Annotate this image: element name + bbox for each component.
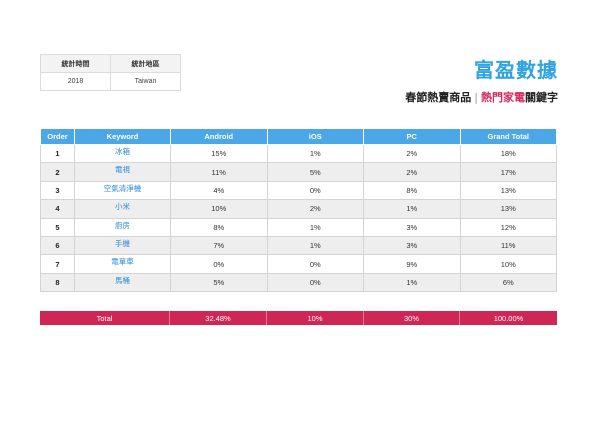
row-keyword: 電單車 [74,254,171,274]
table-row: 3 空氣清淨機 4% 0% 8% 13% [40,180,557,201]
row-ios: 1% [266,143,364,164]
table-row: 7 電單車 0% 0% 9% 10% [40,254,557,274]
row-total: 13% [459,180,557,201]
row-ios: 1% [266,235,364,256]
header-ios: iOS [266,128,364,145]
row-android: 0% [170,254,268,274]
row-ios: 0% [266,272,364,293]
header-grand-total: Grand Total [459,128,557,145]
row-keyword: 小米 [74,199,171,219]
row-android: 11% [170,162,268,182]
row-keyword: 廚房 [74,217,171,237]
row-pc: 1% [363,272,461,293]
period-label: 統計時間 [40,54,111,73]
table-row: 2 電視 11% 5% 2% 17% [40,162,557,182]
subtitle-separator: | [474,91,478,104]
row-order: 1 [40,143,75,164]
total-ios: 10% [267,311,364,325]
row-order: 8 [40,272,75,293]
subtitle-highlight: 熱門家電 [481,91,525,104]
row-android: 10% [170,199,268,219]
row-pc: 3% [363,235,461,256]
row-pc: 1% [363,199,461,219]
row-keyword: 手機 [74,235,171,256]
row-keyword: 電視 [74,162,171,182]
region-label: 統計地區 [110,54,181,73]
row-android: 4% [170,180,268,201]
header-order: Order [40,128,75,145]
row-keyword: 空氣清淨機 [74,180,171,201]
row-keyword: 馬桶 [74,272,171,293]
brand-title: 富盈數據 [474,58,558,82]
row-pc: 9% [363,254,461,274]
subtitle-suffix: 關鍵字 [525,91,558,104]
row-ios: 2% [266,199,364,219]
row-total: 18% [459,143,557,164]
table-row: 8 馬桶 5% 0% 1% 6% [40,272,557,293]
page-subtitle: 春節熱賣商品 | 熱門家電關鍵字 [405,89,558,105]
table-row: 6 手機 7% 1% 3% 11% [40,235,557,256]
row-ios: 1% [266,217,364,237]
row-total: 6% [459,272,557,293]
row-order: 3 [40,180,75,201]
region-value: Taiwan [110,72,181,91]
total-android: 32.48% [170,311,267,325]
totals-row: Total 32.48% 10% 30% 100.00% [40,311,557,325]
row-android: 5% [170,272,268,293]
total-label: Total [40,311,170,325]
row-pc: 8% [363,180,461,201]
header-pc: PC [363,128,461,145]
header-keyword: Keyword [74,128,171,145]
row-pc: 2% [363,162,461,182]
row-keyword: 冰箱 [74,143,171,164]
row-order: 6 [40,235,75,256]
row-ios: 0% [266,180,364,201]
table-row: 5 廚房 8% 1% 3% 12% [40,217,557,237]
row-order: 5 [40,217,75,237]
table-row: 1 冰箱 15% 1% 2% 18% [40,143,557,164]
subtitle-prefix: 春節熱賣商品 [405,91,472,104]
row-total: 11% [459,235,557,256]
stats-meta-table: 統計時間 統計地區 2018 Taiwan [40,54,181,91]
table-row: 4 小米 10% 2% 1% 13% [40,199,557,219]
row-total: 10% [459,254,557,274]
row-ios: 0% [266,254,364,274]
row-ios: 5% [266,162,364,182]
row-order: 2 [40,162,75,182]
row-pc: 2% [363,143,461,164]
header-android: Android [170,128,268,145]
row-total: 17% [459,162,557,182]
table-header-row: Order Keyword Android iOS PC Grand Total [40,128,557,145]
total-grand: 100.00% [493,313,524,323]
row-order: 7 [40,254,75,274]
row-android: 7% [170,235,268,256]
total-pc: 30% [364,311,460,325]
row-android: 8% [170,217,268,237]
keyword-table: Order Keyword Android iOS PC Grand Total… [40,128,557,293]
row-total: 12% [459,217,557,237]
row-pc: 3% [363,217,461,237]
row-android: 15% [170,143,268,164]
period-value: 2018 [40,72,111,91]
row-total: 13% [459,199,557,219]
row-order: 4 [40,199,75,219]
